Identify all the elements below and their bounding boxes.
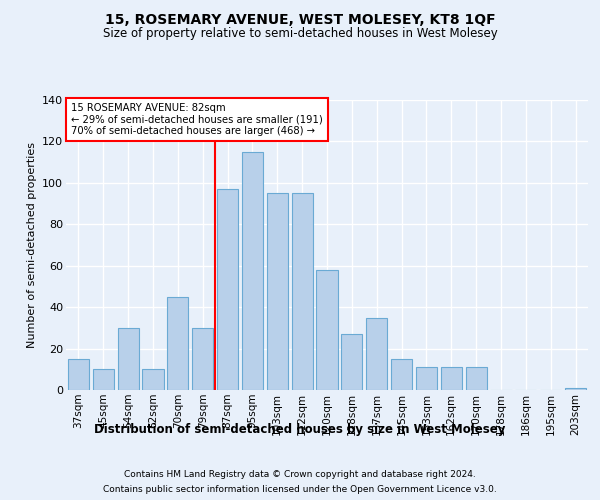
Text: Contains public sector information licensed under the Open Government Licence v3: Contains public sector information licen… xyxy=(103,485,497,494)
Bar xyxy=(565,388,586,390)
Bar xyxy=(142,370,164,390)
Bar xyxy=(316,270,338,390)
Bar xyxy=(217,189,238,390)
Bar xyxy=(167,297,188,390)
Bar xyxy=(441,367,462,390)
Bar xyxy=(93,370,114,390)
Text: Size of property relative to semi-detached houses in West Molesey: Size of property relative to semi-detach… xyxy=(103,28,497,40)
Bar xyxy=(68,359,89,390)
Text: 15 ROSEMARY AVENUE: 82sqm
← 29% of semi-detached houses are smaller (191)
70% of: 15 ROSEMARY AVENUE: 82sqm ← 29% of semi-… xyxy=(71,103,323,136)
Bar xyxy=(292,193,313,390)
Bar xyxy=(466,367,487,390)
Text: 15, ROSEMARY AVENUE, WEST MOLESEY, KT8 1QF: 15, ROSEMARY AVENUE, WEST MOLESEY, KT8 1… xyxy=(104,12,496,26)
Bar xyxy=(118,328,139,390)
Y-axis label: Number of semi-detached properties: Number of semi-detached properties xyxy=(26,142,37,348)
Text: Contains HM Land Registry data © Crown copyright and database right 2024.: Contains HM Land Registry data © Crown c… xyxy=(124,470,476,479)
Bar xyxy=(192,328,213,390)
Bar xyxy=(341,334,362,390)
Bar xyxy=(416,367,437,390)
Text: Distribution of semi-detached houses by size in West Molesey: Distribution of semi-detached houses by … xyxy=(94,422,506,436)
Bar xyxy=(366,318,387,390)
Bar xyxy=(267,193,288,390)
Bar xyxy=(242,152,263,390)
Bar xyxy=(391,359,412,390)
